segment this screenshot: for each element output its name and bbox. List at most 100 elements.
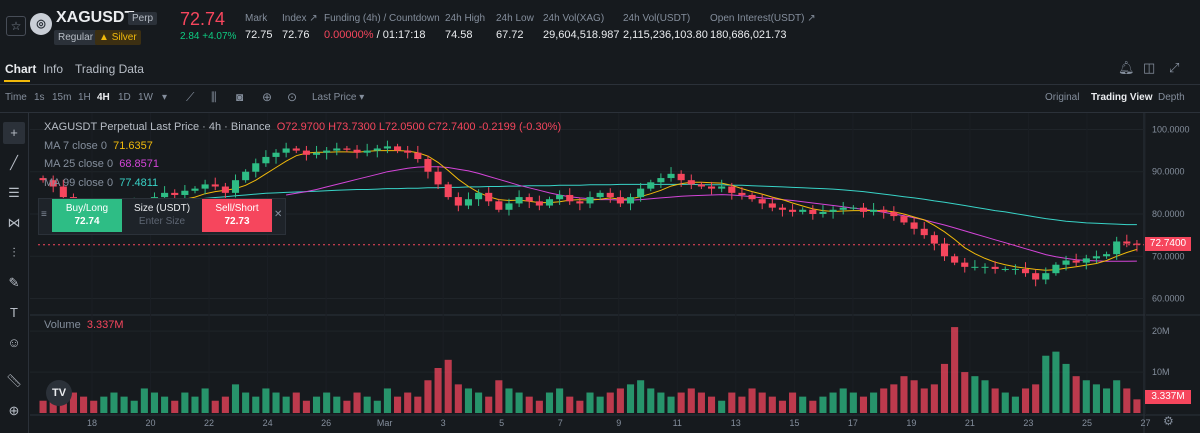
ruler-icon[interactable]: 📏︎ [5,373,23,388]
external-link-icon: ↗ [807,13,816,24]
candle-body [677,173,685,181]
volume-bar [333,396,341,413]
volume-bar [849,392,857,413]
current-price-tag: 72.7400 [1145,237,1191,251]
volume-bar [434,368,442,413]
candle-body [829,209,837,212]
fib-icon[interactable]: ⫶ [12,245,16,260]
candle-body [404,150,412,153]
buy-price: 72.74 [74,216,100,227]
candle-body [302,150,310,155]
volume-bar [819,396,827,413]
interval-15m[interactable]: 15m [52,92,72,103]
volume-bar [262,388,270,413]
volume-bar [626,384,635,413]
high-label: 24h High [445,13,486,24]
toolbar-divider [28,113,29,433]
interval-1h[interactable]: 1H [78,92,91,103]
volume-bar [961,372,969,413]
trend-line-icon[interactable]: ╱ [10,155,18,170]
zoom-in-icon[interactable]: ⊕ [8,403,20,418]
star-icon[interactable]: ☆ [6,16,26,36]
view-depth[interactable]: Depth [1158,92,1185,103]
candle-body [171,192,179,195]
tab-chart[interactable]: Chart [5,62,37,76]
candle-body [687,180,695,185]
candle-body [586,197,594,204]
candle-body [961,262,969,267]
volume-bar [110,392,118,413]
sell-short-button[interactable]: Sell/Short 72.73 [202,199,272,232]
crosshair-icon[interactable]: + [3,122,25,144]
candle-body [1032,273,1040,280]
drag-handle-icon[interactable]: ≡ [41,209,47,220]
volume-bar [1082,380,1090,413]
volume-bar [1123,388,1131,413]
volume-bar [728,392,736,413]
interval-1w[interactable]: 1W [138,92,153,103]
candle-type-icon[interactable]: ⫼ [211,90,217,104]
candle-body [1062,260,1070,265]
volume-bar [242,392,250,413]
candle-body [849,207,857,209]
candle-body [900,216,908,223]
text-icon[interactable]: T [10,305,18,320]
layout-icon[interactable]: ◫ [1143,60,1156,75]
volume-bar [971,376,979,413]
horizontal-lines-icon[interactable]: ☰ [8,185,20,200]
ma25-label: MA 25 close 0 [44,158,114,170]
volume-tick-label: 10M [1152,367,1170,377]
candle-body [373,148,381,151]
tab-trading-data[interactable]: Trading Data [75,62,144,76]
settings-icon[interactable]: ⊙ [287,90,298,104]
interval-dropdown-icon[interactable]: ▾ [162,92,168,103]
volume-bar [586,392,594,413]
volume-bar [394,396,402,413]
candle-body [343,148,351,150]
volume-bar [920,388,928,413]
chart-settings-icon[interactable]: ⚙ [1163,414,1174,428]
brush-icon[interactable]: ✎ [8,275,20,290]
chart-legend-title: XAGUSDT Perpetual Last Price · 4h · Bina… [44,121,561,133]
candle-body [859,207,868,212]
funding-countdown: / 01:17:18 [373,29,426,41]
candle-body [809,209,817,214]
tab-info[interactable]: Info [43,62,64,76]
volume-bar [221,396,229,413]
oi-label[interactable]: Open Interest(USDT) ↗ [710,13,816,24]
camera-icon[interactable]: ◙ [236,90,244,104]
legend-ma99: MA 99 close 0 77.4811 [44,177,158,189]
bell-icon[interactable]: 🔔︎ [1118,60,1135,75]
price-type-select[interactable]: Last Price ▾ [312,92,364,103]
current-volume-tag: 3.337M [1145,390,1191,404]
emoji-icon[interactable]: ☺ [7,335,21,350]
candle-body [991,266,999,269]
candle-body [758,199,766,204]
vol-usdt-value: 2,115,236,103.80 [623,29,708,41]
perp-badge: Perp [128,12,158,25]
pattern-icon[interactable]: ⋈ [7,215,21,230]
view-trading-view[interactable]: Trading View [1091,92,1153,103]
volume-bar [1133,399,1141,413]
index-label[interactable]: Index ↗ [282,13,318,24]
close-icon[interactable]: ✕ [274,209,283,220]
interval-1d[interactable]: 1D [118,92,131,103]
size-input[interactable]: Size (USDT) Enter Size [126,199,198,232]
price-chart[interactable]: 100.0000 90.0000 80.0000 70.0000 60.0000 20M 1… [30,113,1200,433]
ma7-value: 71.6357 [113,140,153,152]
candle-body [616,197,624,204]
candle-body [39,178,47,181]
indicators-icon[interactable]: ⟋ [186,90,195,104]
symbol-title[interactable]: XAGUSDT [56,9,135,26]
buy-long-button[interactable]: Buy/Long 72.74 [52,199,122,232]
interval-1s[interactable]: 1s [34,92,45,103]
view-original[interactable]: Original [1045,92,1080,103]
volume-bar [343,400,351,413]
volume-bar [1001,392,1009,413]
expand-icon[interactable]: ⤢ [1169,60,1180,75]
price-type-label: Last Price [312,92,357,103]
volume-bar [1062,363,1070,413]
add-indicator-icon[interactable]: ⊕ [262,90,273,104]
volume-bar [525,396,533,413]
interval-4h[interactable]: 4H [97,92,110,103]
